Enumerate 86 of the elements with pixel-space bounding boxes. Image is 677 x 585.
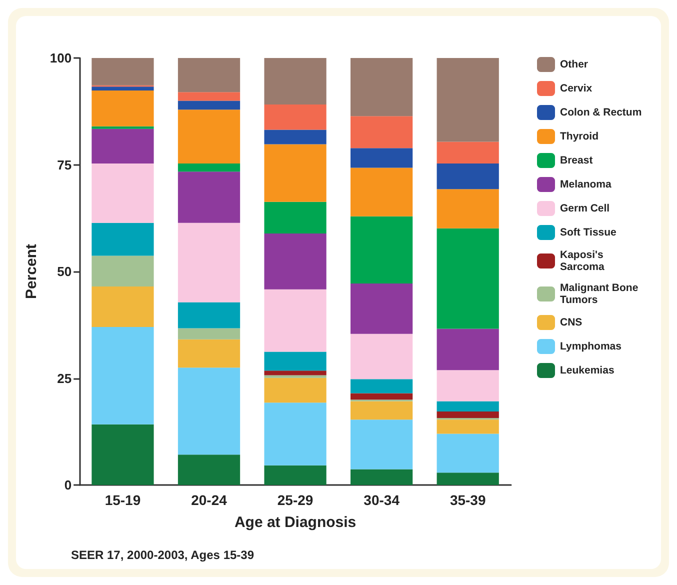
bar [178,302,240,328]
legend-label: Leukemias [560,364,614,376]
bar [436,328,499,370]
text: SEER 17, 2000-2003, Ages 15-39 [71,548,254,562]
bar [350,334,413,380]
bar [436,370,499,402]
legend-label: CNS [560,316,582,328]
bar [264,289,326,352]
x-tick-label: 25-29 [277,492,314,508]
x-tick-label: 15-19 [104,492,141,508]
bar [178,172,240,223]
x-axis-title: Age at Diagnosis [234,514,356,531]
bar [436,434,499,473]
bar [92,424,154,485]
bar [350,379,413,394]
legend-label: Other [560,58,588,70]
bar [264,130,326,144]
bar [264,58,326,105]
bar [264,233,326,290]
bar [264,375,326,378]
bar [92,256,154,286]
bar [178,454,240,485]
bar [436,472,499,485]
x-tick-label: 35-39 [450,492,486,508]
bar [350,216,413,284]
bar [178,328,240,340]
bar [178,92,240,101]
bar [92,86,154,90]
bar [264,465,326,485]
x-tick-label: 30-34 [364,492,400,508]
legend-label: Melanoma [560,178,612,190]
bar [92,163,154,223]
bar [436,412,499,418]
bar [264,378,326,403]
legend-label: Kaposi's Sarcoma [560,249,606,273]
bar [178,58,240,92]
bar [264,144,326,202]
bar [350,168,413,216]
bar [178,110,240,164]
legend-label: Thyroid [560,130,598,142]
y-tick-label: 75 [57,157,72,172]
bar [178,339,240,368]
bar [350,469,413,485]
bar [350,393,413,400]
bar [436,401,499,412]
legend-label: Cervix [560,82,592,94]
bar [350,116,413,148]
legend-label: Breast [560,154,594,166]
bar [92,58,154,86]
bar [92,128,154,164]
bar [264,370,326,376]
bar [350,283,413,334]
bar [436,142,499,164]
bar [350,420,413,470]
y-tick-label: 100 [50,50,72,66]
bar [92,222,154,256]
bar [178,100,240,110]
bar [436,228,499,329]
y-tick-label: 50 [57,264,72,279]
legend-label: Germ Cell [560,202,610,214]
bar [436,420,499,434]
y-tick-label: 0 [64,478,72,492]
bar [92,286,154,328]
bar [264,104,326,130]
bar [178,163,240,172]
legend-label: Colon & Rectum [560,106,642,118]
bar [264,402,326,466]
y-axis-title: Percent [23,244,40,300]
y-tick-label: 25 [57,370,72,386]
bar [92,90,154,126]
legend-label: Malignant Bone Tumors [560,282,642,306]
bar [264,352,326,371]
bar [178,368,240,455]
x-tick-label: 20-24 [191,492,228,508]
legend-label: Lymphomas [560,340,622,352]
bar [350,401,413,420]
bar [350,58,413,116]
bar [436,189,499,228]
bar [92,126,154,129]
bar [350,148,413,168]
bar [178,222,240,302]
bar [436,163,499,190]
legend-label: Soft Tissue [560,226,617,238]
bar [436,58,499,142]
bar [264,202,326,234]
bar [92,327,154,424]
